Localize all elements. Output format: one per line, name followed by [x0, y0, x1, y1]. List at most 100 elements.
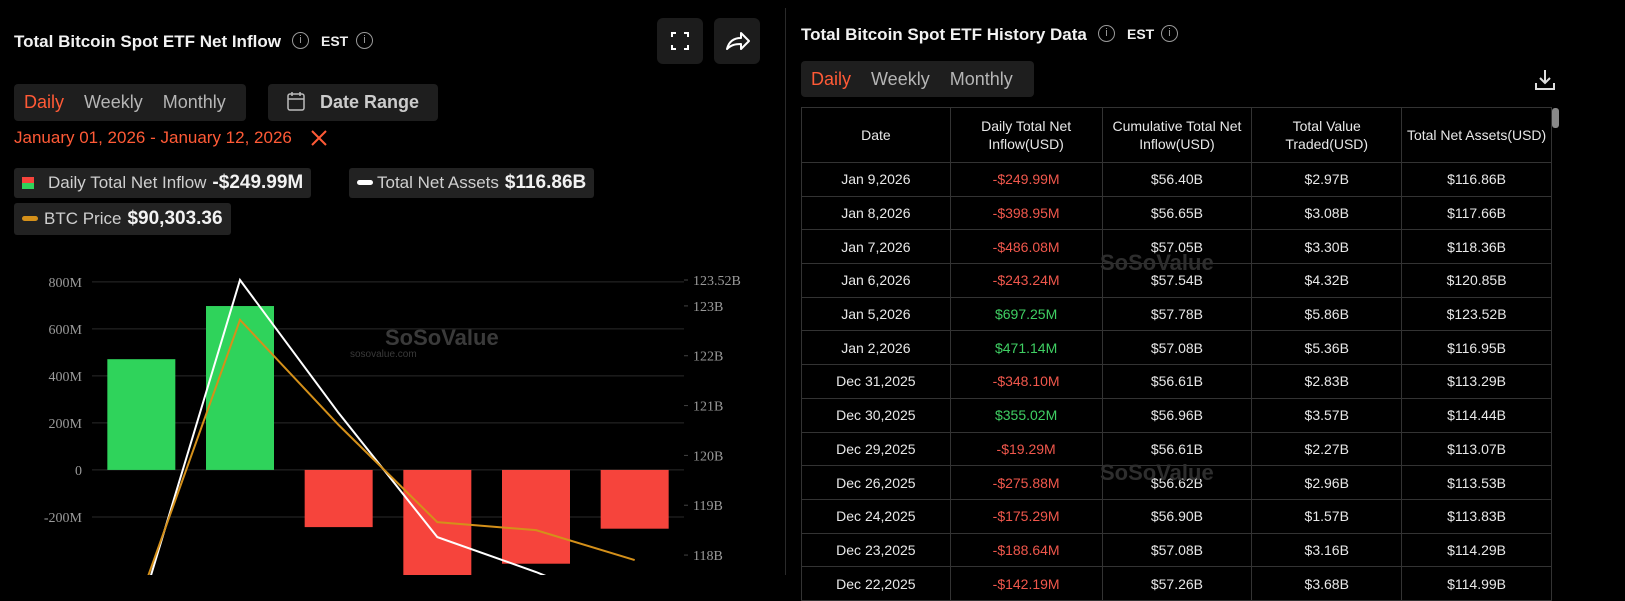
table-cell: Dec 29,2025 [801, 431, 951, 467]
header-row: Date Daily Total Net Inflow(USD) Cumulativ… [801, 107, 1552, 163]
scrollbar[interactable] [1552, 108, 1559, 128]
table-cell: $113.07B [1401, 431, 1552, 467]
tab-monthly[interactable]: Monthly [949, 68, 1013, 89]
table-cell: Dec 30,2025 [801, 397, 951, 433]
table-cell: $57.08B [1101, 532, 1253, 568]
watermark-site: sosovalue.com [350, 349, 417, 360]
info-icon[interactable]: i [1098, 25, 1115, 42]
download-icon[interactable] [1533, 68, 1557, 92]
y-tick-label: 200M [49, 417, 83, 432]
date-range: January 01, 2026 - January 12, 2026 [14, 128, 292, 147]
legend-label: Daily Total Net Inflow [48, 173, 207, 192]
info-icon[interactable]: i [356, 32, 373, 49]
column-header: Date [801, 107, 951, 163]
table-cell: $3.08B [1251, 195, 1403, 231]
table-cell: $3.68B [1251, 566, 1403, 601]
timezone: EST [1127, 26, 1155, 42]
y2-tick-label: 121B [693, 400, 723, 415]
column-header: Total Value Traded(USD) [1251, 107, 1403, 163]
table-row: Dec 22,2025 -$142.19M $57.26B $3.68B $114.99… [801, 566, 1552, 601]
column-header: Cumulative Total Net Inflow(USD) [1101, 107, 1253, 163]
table-cell: $116.95B [1401, 330, 1552, 366]
info-icon[interactable]: i [1161, 25, 1178, 42]
table-cell: $4.32B [1251, 263, 1403, 298]
table-cell: $56.61B [1101, 431, 1253, 467]
table-cell: $114.99B [1401, 566, 1552, 601]
table-cell: $2.83B [1251, 364, 1403, 399]
table-cell: $56.96B [1101, 397, 1253, 433]
tab-daily[interactable]: Daily [24, 92, 65, 112]
column-header: Daily Total Net Inflow(USD) [949, 107, 1103, 163]
clear-date-icon[interactable] [310, 129, 328, 147]
tab-daily[interactable]: Daily [811, 68, 852, 89]
y2-tick-label: 123.52B [693, 274, 741, 289]
table-row: Jan 5,2026 $697.25M $57.78B $5.86B $123.52B [801, 296, 1552, 332]
legend-item: BTC Price $90,303.36 [14, 203, 231, 235]
bar [206, 306, 274, 470]
table-cell: Jan 6,2026 [801, 263, 951, 298]
table-row: Dec 23,2025 -$188.64M $57.08B $3.16B $114.29… [801, 532, 1552, 568]
share-button[interactable] [714, 18, 760, 64]
table-cell: -$486.08M [949, 229, 1103, 265]
fullscreen-button[interactable] [657, 18, 703, 64]
legend-label: Total Net Assets [377, 173, 499, 192]
plot-area [107, 277, 669, 575]
bar [107, 359, 176, 470]
table-tabs: Daily Weekly Monthly [801, 61, 1034, 97]
table-cell: $57.08B [1101, 330, 1253, 366]
table-panel-title: Total Bitcoin Spot ETF History Data [801, 25, 1087, 44]
table-cell: Jan 2,2026 [801, 330, 951, 366]
legend-item: Daily Total Net Inflow -$249.99M [14, 168, 312, 198]
table-cell: -$275.88M [949, 465, 1103, 500]
table-cell: -$19.29M [949, 431, 1103, 467]
fullscreen-icon [671, 32, 689, 50]
table-cell: $118.36B [1401, 229, 1552, 265]
table-cell: $114.29B [1401, 532, 1552, 568]
table-cell: -$175.29M [949, 498, 1103, 534]
table-cell: Dec 22,2025 [801, 566, 951, 601]
table-row: Dec 24,2025 -$175.29M $56.90B $1.57B $113.83… [801, 498, 1552, 534]
y2-tick-label: 119B [693, 499, 723, 514]
table-cell: $355.02M [949, 397, 1103, 433]
table-cell: $471.14M [949, 330, 1103, 366]
y-tick-label: -200M [44, 511, 83, 526]
chart-panel-title: Total Bitcoin Spot ETF Net Inflow [14, 32, 281, 51]
tab-weekly[interactable]: Weekly [84, 92, 143, 112]
tab-monthly[interactable]: Monthly [162, 92, 226, 112]
table-cell: $57.26B [1101, 566, 1253, 601]
table-cell: Jan 9,2026 [801, 162, 951, 197]
table-cell: $56.61B [1101, 364, 1253, 399]
chart-tabs: Daily Weekly Monthly [14, 84, 246, 121]
legend-swatch [22, 216, 38, 221]
table-cell: -$188.64M [949, 532, 1103, 568]
legend-swatch [357, 180, 373, 185]
info-icon[interactable]: i [292, 32, 309, 49]
table-cell: Jan 7,2026 [801, 229, 951, 265]
legend-swatch [22, 177, 34, 189]
timezone: EST [321, 33, 349, 49]
page: Total Bitcoin Spot ETF Net Inflow i EST … [14, 8, 1559, 601]
table-cell: $57.78B [1101, 296, 1253, 332]
table-cell: -$249.99M [949, 162, 1103, 197]
legend-item: Total Net Assets $116.86B [349, 168, 595, 198]
table-row: Dec 31,2025 -$348.10M $56.61B $2.83B $113.29… [801, 364, 1552, 399]
table-row: Jan 8,2026 -$398.95M $56.65B $3.08B $117.66B [801, 195, 1552, 231]
table-cell: $123.52B [1401, 296, 1552, 332]
table-cell: $2.27B [1251, 431, 1403, 467]
share-icon [726, 32, 750, 50]
table-cell: -$142.19M [949, 566, 1103, 601]
bar [600, 469, 669, 529]
watermark: SoSoValue [1100, 460, 1214, 485]
table-cell: $2.97B [1251, 162, 1403, 197]
y-tick-label: 600M [49, 323, 83, 338]
table-cell: $113.83B [1401, 498, 1552, 534]
legend-value: $90,303.36 [127, 208, 223, 229]
table-row: Dec 29,2025 -$19.29M $56.61B $2.27B $113.07B [801, 431, 1552, 467]
table-cell: $57.05B [1101, 229, 1253, 265]
date-range-button[interactable]: Date Range [268, 84, 438, 121]
table-cell: $5.86B [1251, 296, 1403, 332]
table-row: Jan 2,2026 $471.14M $57.08B $5.36B $116.95B [801, 330, 1552, 366]
tab-weekly[interactable]: Weekly [871, 68, 930, 89]
table-cell: Dec 31,2025 [801, 364, 951, 399]
chart: SoSoValue sosovalue.com 800M600M400M200M… [44, 274, 741, 575]
